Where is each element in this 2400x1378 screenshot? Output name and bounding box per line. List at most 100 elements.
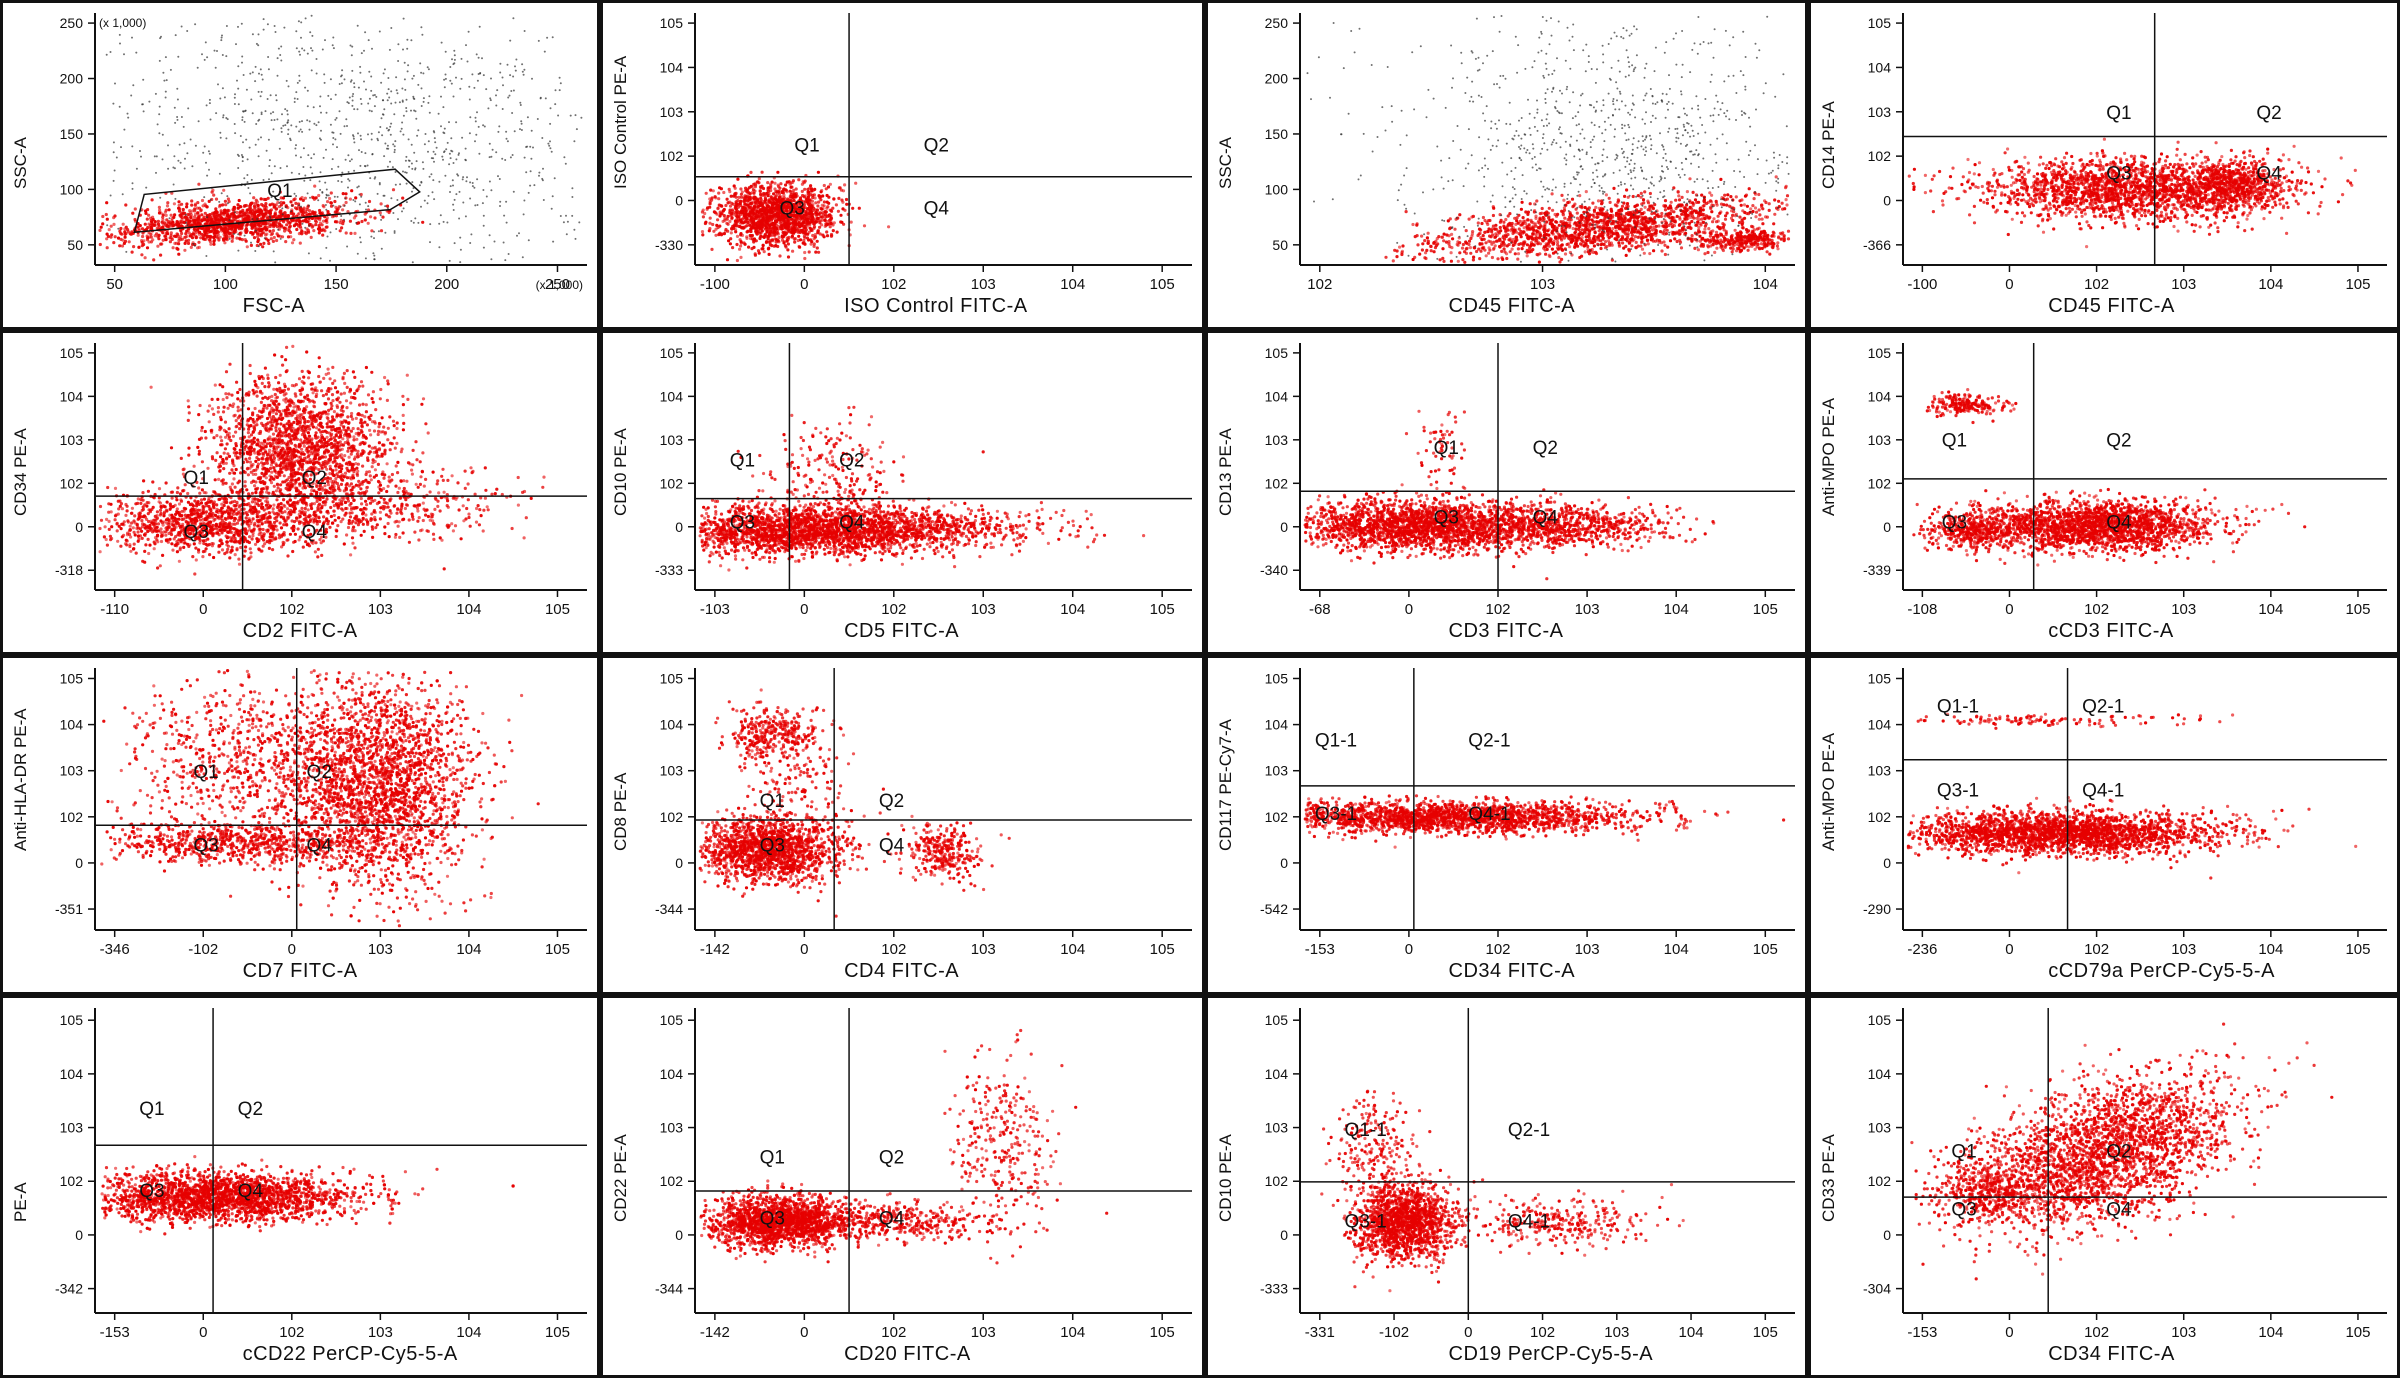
event-dot	[1669, 200, 1673, 204]
event-dot	[755, 202, 759, 206]
event-dot	[276, 234, 280, 238]
event-dot	[230, 234, 235, 238]
event-dot	[1393, 248, 1397, 252]
event-dot	[157, 205, 161, 209]
event-dot	[225, 55, 228, 58]
event-dot	[220, 227, 224, 231]
event-dot	[168, 217, 171, 220]
event-dot	[442, 158, 444, 161]
event-dot	[286, 215, 290, 219]
event-dot	[792, 221, 796, 225]
event-dot	[233, 103, 236, 105]
event-dot	[262, 241, 266, 245]
event-dot	[275, 225, 279, 229]
event-dot	[386, 144, 389, 147]
event-dot	[260, 231, 264, 235]
event-dot	[1634, 240, 1638, 244]
event-dot	[177, 55, 180, 58]
event-dot	[1596, 235, 1600, 239]
event-dot	[278, 190, 282, 194]
event-dot	[358, 149, 360, 152]
event-dot	[451, 58, 453, 61]
event-dot	[150, 198, 154, 202]
event-dot	[765, 221, 769, 225]
event-dot	[391, 166, 394, 169]
event-dot	[1776, 207, 1780, 211]
event-dot	[420, 71, 423, 74]
event-dot	[478, 25, 481, 28]
event-dot	[153, 155, 156, 158]
event-dot	[346, 125, 348, 127]
event-dot	[131, 187, 134, 190]
event-dot	[812, 242, 816, 246]
event-dot	[159, 196, 162, 199]
event-dot	[509, 39, 512, 42]
event-dot	[831, 229, 835, 233]
event-dot	[725, 217, 729, 221]
event-dot	[220, 39, 223, 42]
event-dot	[321, 48, 324, 51]
event-dot	[701, 215, 705, 219]
event-dot	[724, 203, 728, 208]
event-dot	[1684, 221, 1688, 225]
event-dot	[133, 207, 137, 211]
event-dot	[377, 230, 380, 233]
event-dot	[153, 234, 157, 238]
event-dot	[164, 90, 167, 93]
event-dot	[1536, 220, 1540, 224]
event-dot	[438, 180, 441, 183]
event-dot	[250, 178, 253, 181]
event-dot	[283, 229, 287, 233]
event-dot	[527, 191, 530, 194]
event-dot	[1519, 235, 1523, 239]
event-dot	[348, 96, 351, 99]
event-dot	[1487, 251, 1491, 255]
event-dot	[148, 100, 151, 103]
event-dot	[1608, 200, 1612, 204]
x-tick-label: -100	[700, 276, 730, 293]
event-dot	[410, 143, 413, 146]
event-dot	[314, 223, 318, 227]
event-dot	[465, 180, 468, 183]
event-dot	[1556, 240, 1560, 244]
event-dot	[521, 70, 524, 73]
event-dot	[563, 156, 566, 159]
event-dot	[280, 224, 284, 228]
event-dot	[245, 229, 249, 233]
event-dot	[1451, 237, 1455, 241]
event-dot	[1568, 211, 1572, 215]
event-dot	[1413, 255, 1417, 259]
event-dot	[254, 229, 257, 232]
event-dot	[166, 201, 170, 205]
event-dot	[130, 94, 133, 97]
event-dot	[729, 194, 733, 198]
event-dot	[553, 177, 556, 180]
event-dot	[293, 206, 298, 210]
event-dot	[268, 229, 272, 233]
event-dot	[477, 125, 480, 128]
event-dot	[298, 79, 301, 82]
event-dot	[803, 256, 807, 261]
event-dot	[1550, 247, 1554, 251]
event-dot	[779, 210, 783, 214]
event-dot	[378, 182, 381, 184]
event-dot	[453, 54, 456, 57]
event-dot	[552, 240, 555, 243]
event-dot	[1652, 249, 1656, 253]
event-dot	[752, 240, 756, 244]
event-dot	[818, 232, 822, 236]
event-dot	[216, 233, 220, 237]
event-dot	[390, 90, 393, 93]
event-dot	[1453, 227, 1457, 231]
event-dot	[459, 261, 462, 264]
event-dot	[571, 196, 574, 198]
event-dot	[473, 186, 476, 189]
event-dot	[180, 202, 184, 206]
event-dot	[369, 177, 372, 180]
event-dot	[270, 196, 273, 199]
event-dot	[786, 248, 790, 252]
event-dot	[381, 215, 385, 219]
event-dot	[347, 102, 350, 105]
event-dot	[541, 137, 544, 139]
